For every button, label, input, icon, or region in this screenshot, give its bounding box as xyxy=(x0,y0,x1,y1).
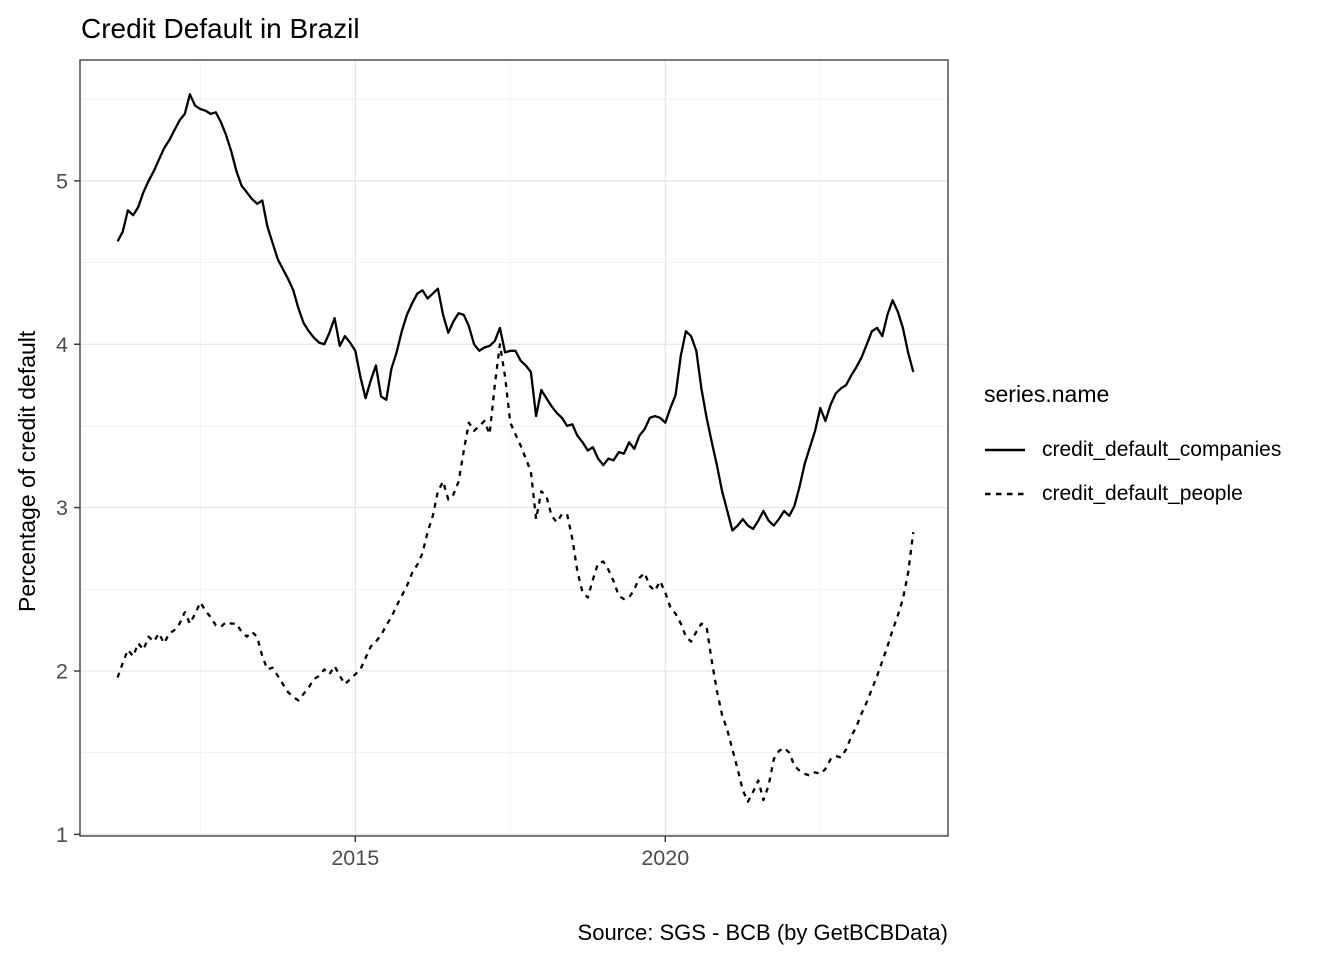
legend-entries: credit_default_companies credit_default_p… xyxy=(984,436,1281,507)
axis-tick-marks xyxy=(74,180,666,842)
legend-entry-label: credit_default_companies xyxy=(1042,438,1282,461)
source-caption: Source: SGS - BCB (by GetBCBData) xyxy=(577,920,948,945)
series-line-credit_default_companies xyxy=(116,93,915,532)
legend: series.name credit_default_companies cred… xyxy=(984,383,1281,524)
legend-entry-credit_default_companies: credit_default_companies xyxy=(984,436,1281,463)
panel-border xyxy=(79,59,949,837)
legend-entry-label: credit_default_people xyxy=(1042,482,1243,505)
dashed-line-key-icon xyxy=(985,492,1025,495)
y-tick-label: 3 xyxy=(56,496,68,520)
gridlines-major xyxy=(80,60,948,836)
legend-entry-credit_default_people: credit_default_people xyxy=(984,480,1281,507)
series-line-credit_default_people xyxy=(116,343,915,803)
y-tick-label: 2 xyxy=(56,659,68,683)
legend-title: series.name xyxy=(984,381,1110,407)
series-lines xyxy=(116,93,915,803)
y-tick-label: 1 xyxy=(56,823,68,847)
x-tick-label: 2020 xyxy=(641,846,689,870)
solid-line-key-icon xyxy=(985,448,1025,451)
y-tick-label: 4 xyxy=(56,333,68,357)
x-tick-label: 2015 xyxy=(331,846,379,870)
chart-title: Credit Default in Brazil xyxy=(81,13,360,44)
y-tick-label: 5 xyxy=(56,169,68,193)
axis-tick-labels: 1 2 3 4 5 2015 2020 xyxy=(56,169,689,870)
gridlines-minor xyxy=(80,60,948,836)
